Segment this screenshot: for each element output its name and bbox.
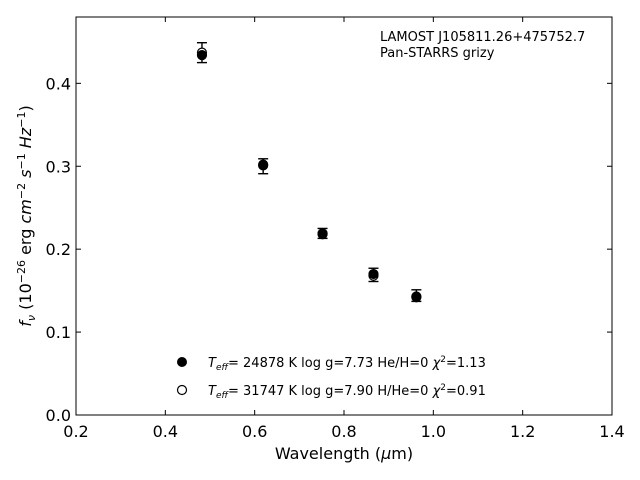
- x-tick-label: 1.4: [599, 422, 624, 441]
- legend-entry-model-2: Teff= 31747 K log g=7.90 H/He=0 χ2=0.91: [208, 383, 486, 401]
- x-axis: 0.2 0.4 0.6 0.8 1.0 1.2 1.4: [63, 17, 625, 441]
- y-tick-label: 0.2: [46, 240, 71, 259]
- model-open-markers: [196, 47, 422, 302]
- y-tick-label: 0.3: [46, 157, 71, 176]
- model-point-filled: [368, 268, 379, 280]
- y-tick-label: 0.1: [46, 323, 71, 342]
- y-tick-label: 0.0: [46, 406, 71, 425]
- model-point-filled: [196, 50, 208, 61]
- object-name-annotation: LAMOST J105811.26+475752.7: [380, 30, 585, 45]
- x-tick-label: 0.4: [153, 422, 178, 441]
- legend: Teff= 24878 K log g=7.73 He/H=0 χ2=1.13 …: [176, 355, 486, 401]
- legend-marker-filled: [177, 357, 187, 367]
- model-point-filled: [411, 292, 422, 303]
- x-tick-label: 0.2: [63, 422, 88, 441]
- x-tick-label: 0.8: [331, 422, 356, 441]
- y-axis: 0.0 0.1 0.2 0.3 0.4: [46, 74, 612, 425]
- x-tick-label: 1.0: [421, 422, 446, 441]
- x-axis-label: Wavelength (μm): [275, 444, 413, 463]
- observed-errorbars: [196, 42, 422, 303]
- x-tick-label: 1.2: [510, 422, 535, 441]
- legend-entry-model-1: Teff= 24878 K log g=7.73 He/H=0 χ2=1.13: [208, 355, 486, 373]
- model-point-filled: [258, 160, 269, 171]
- model-point-filled: [317, 229, 328, 240]
- survey-annotation: Pan-STARRS grizy: [380, 46, 495, 61]
- x-tick-label: 0.6: [242, 422, 267, 441]
- model-filled-markers: [196, 50, 422, 303]
- y-axis-label: fν (10−26 erg cm−2 s−1 Hz−1): [15, 105, 38, 326]
- y-tick-label: 0.4: [46, 74, 71, 93]
- legend-marker-open: [176, 384, 188, 396]
